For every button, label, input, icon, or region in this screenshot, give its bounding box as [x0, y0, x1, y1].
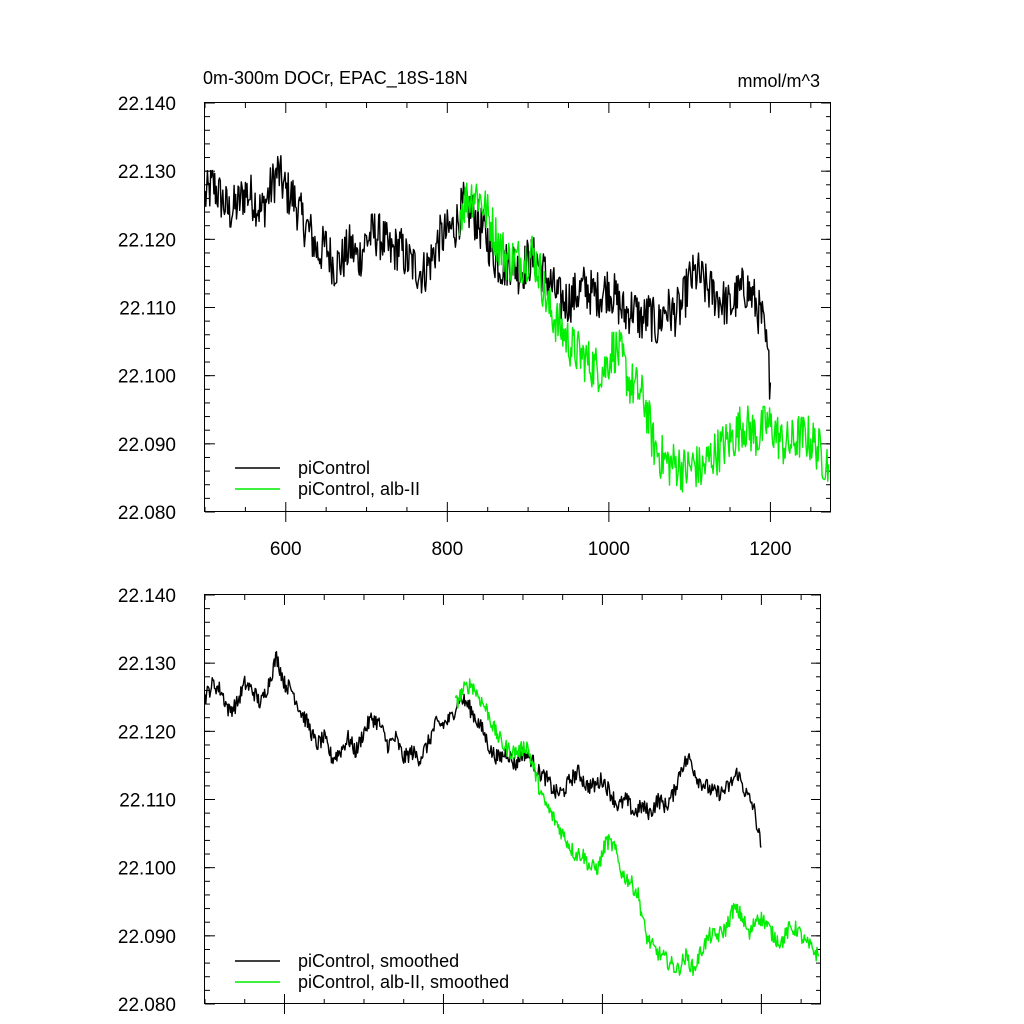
series-line-0-1 [458, 182, 830, 493]
y-tick-label: 22.100 [118, 367, 176, 388]
axes-bottom: 22.080 22.090 22.100 22.110 22.120 22.130 22.1… [118, 586, 821, 1016]
series-line-0-0 [204, 155, 772, 400]
panel-bottom: 22.080 22.090 22.100 22.110 22.120 22.130 22.1… [118, 586, 821, 1016]
legend-label-alb-ii-smoothed: piControl, alb-II, smoothed [298, 972, 509, 992]
series-group-bottom [204, 651, 820, 977]
series-group-top [204, 155, 830, 493]
legend-label-picontrol-smoothed: piControl, smoothed [298, 951, 459, 971]
legend-label-alb-ii: piControl, alb-II [298, 479, 420, 499]
y-tick-label: 22.120 [118, 230, 176, 251]
chart-title: 0m-300m DOCr, EPAC_18S-18N [203, 68, 468, 89]
y-tick-label: 22.100 [118, 859, 176, 880]
y-tick-label: 22.110 [119, 791, 176, 812]
y-tick-label: 22.090 [118, 435, 176, 456]
y-tick-label: 22.080 [118, 503, 176, 524]
legend-top: piControl piControl, alb-II [235, 458, 420, 499]
plot-frame-top [204, 102, 831, 512]
axes-top: 600 800 1000 1200 22.080 22.090 22.100 22.110 22… [118, 94, 831, 560]
x-tick-label: 1000 [588, 539, 630, 560]
series-line-1-0 [204, 651, 762, 848]
y-tick-label: 22.080 [118, 995, 176, 1016]
y-tick-label: 22.140 [118, 94, 176, 115]
y-tick-label: 22.090 [118, 927, 176, 948]
y-tick-label: 22.120 [118, 722, 176, 743]
x-tick-label: 800 [431, 539, 463, 560]
x-tick-label: 1200 [749, 539, 791, 560]
x-tick-label: 600 [270, 539, 302, 560]
y-tick-label: 22.110 [119, 299, 176, 320]
plot-frame-bottom [204, 594, 821, 1004]
panel-top: 0m-300m DOCr, EPAC_18S-18N mmol/m^3 600 8… [118, 68, 831, 560]
y-tick-label: 22.130 [118, 654, 176, 675]
units-label: mmol/m^3 [738, 71, 820, 91]
legend-bottom: piControl, smoothed piControl, alb-II, s… [235, 951, 509, 992]
legend-label-picontrol: piControl [298, 458, 370, 478]
series-line-1-1 [454, 678, 820, 977]
y-tick-label: 22.140 [118, 586, 176, 607]
y-tick-label: 22.130 [118, 162, 176, 183]
